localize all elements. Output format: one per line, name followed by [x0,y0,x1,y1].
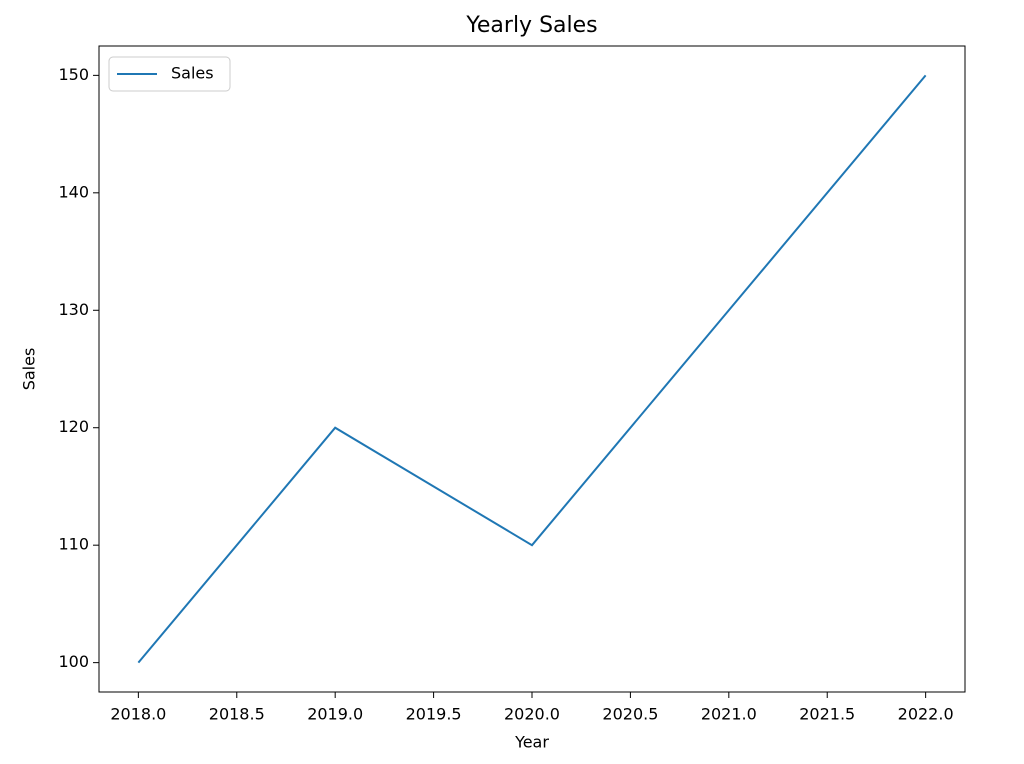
x-tick-label: 2018.0 [110,705,166,724]
legend-box [108,56,231,92]
y-tick-label: 100 [58,652,89,671]
x-axis-label: Year [514,733,549,752]
y-tick-label: 120 [58,417,89,436]
x-tick-label: 2020.5 [602,705,658,724]
y-tick-label: 130 [58,300,89,319]
x-tick-label: 2020.0 [504,705,560,724]
y-axis-label: Sales [20,348,39,391]
plot-frame [98,45,966,693]
line [137,74,927,664]
y-tick-label: 140 [58,182,89,201]
x-tick-label: 2018.5 [209,705,265,724]
y-tick-label: 110 [58,535,89,554]
x-tick-label: 2021.5 [799,705,855,724]
x-tick-label: 2022.0 [898,705,954,724]
y-tick-label: 150 [58,65,89,84]
x-tick-label: 2019.5 [406,705,462,724]
x-tick-label: 2021.0 [701,705,757,724]
chart-title: Yearly Sales [465,13,597,38]
legend-label: Sales [171,64,214,83]
x-tick-label: 2019.0 [307,705,363,724]
